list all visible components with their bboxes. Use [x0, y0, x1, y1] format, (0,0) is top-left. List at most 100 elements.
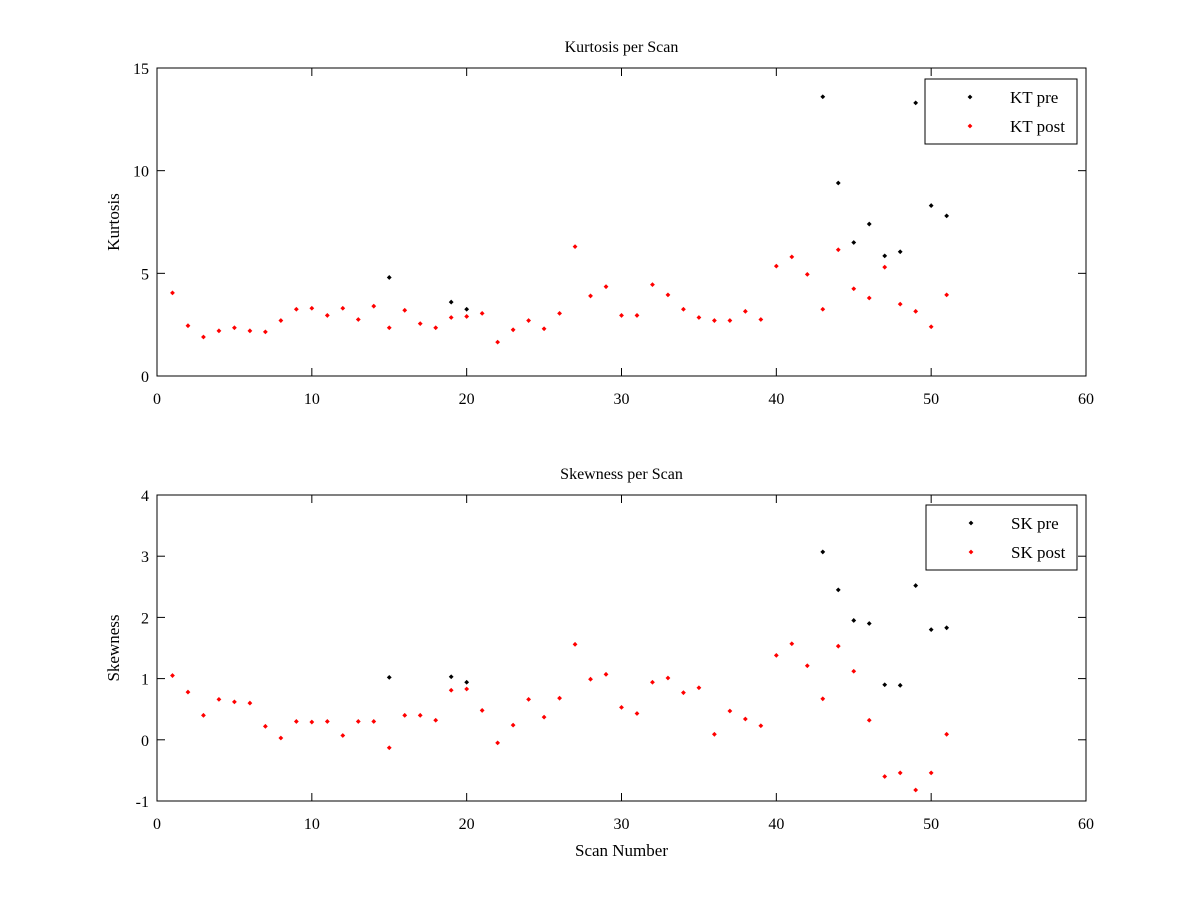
data-point [758, 317, 764, 322]
legend-box [925, 504, 1078, 571]
data-point [851, 286, 857, 292]
data-point [835, 247, 841, 253]
data-point [232, 325, 237, 331]
data-point [262, 329, 268, 335]
data-point [526, 697, 531, 702]
legend-label: SK post [1011, 543, 1066, 562]
data-point [619, 704, 624, 710]
data-point [386, 325, 392, 331]
chart-title: Skewness per Scan [560, 466, 683, 483]
data-point [944, 213, 950, 219]
data-point [170, 290, 175, 296]
data-point [696, 685, 702, 691]
data-point [665, 675, 671, 681]
data-point [588, 293, 593, 299]
data-point [913, 787, 919, 793]
data-point [712, 731, 717, 737]
data-point [510, 722, 516, 728]
data-point [170, 673, 175, 678]
data-point [665, 292, 671, 298]
data-point [804, 271, 810, 277]
data-point [572, 244, 578, 250]
chart-title: Kurtosis per Scan [565, 39, 679, 56]
data-point [495, 339, 501, 345]
data-point [324, 313, 330, 318]
data-point [773, 263, 779, 269]
data-point [340, 733, 346, 738]
data-point [185, 689, 191, 695]
data-point [433, 325, 439, 331]
data-point [820, 696, 826, 702]
x-tick-label: 60 [1078, 391, 1094, 408]
data-point [572, 641, 578, 647]
data-point [386, 674, 392, 680]
data-point [216, 697, 222, 702]
data-point [510, 327, 516, 333]
data-point [897, 682, 903, 688]
data-point [681, 690, 686, 696]
data-point [293, 306, 299, 312]
legend-marker [967, 123, 973, 129]
data-point [913, 583, 919, 588]
data-point [619, 313, 624, 318]
data-point [650, 679, 655, 685]
data-point [851, 240, 857, 245]
data-point [495, 740, 501, 746]
data-point [262, 723, 268, 729]
data-point [913, 308, 919, 314]
y-tick-label: 2 [141, 610, 149, 627]
data-point [944, 731, 950, 737]
legend-marker [967, 94, 973, 100]
data-point [866, 221, 872, 227]
data-point [340, 305, 346, 311]
legend-label: KT pre [1010, 88, 1058, 107]
data-point [851, 618, 857, 623]
y-axis-label: Skewness [104, 614, 123, 681]
data-point [882, 253, 888, 259]
data-point [293, 719, 299, 724]
data-point [185, 323, 191, 329]
data-point [773, 652, 779, 658]
data-point [201, 712, 206, 718]
data-point [309, 719, 315, 725]
data-point [464, 314, 470, 319]
legend-label: SK pre [1011, 514, 1059, 533]
series-kt-pre [386, 94, 950, 312]
x-tick-label: 20 [459, 391, 475, 408]
data-point [433, 717, 439, 723]
data-point [820, 94, 826, 100]
y-tick-label: 10 [133, 164, 149, 181]
data-point [820, 306, 826, 312]
data-point [789, 641, 795, 647]
series-sk-post [170, 641, 950, 793]
data-point [835, 180, 841, 186]
data-point [866, 621, 872, 626]
legend-marker [968, 549, 974, 555]
data-point [557, 695, 562, 701]
legend-box [924, 78, 1078, 145]
data-point [897, 770, 903, 776]
data-point [944, 625, 950, 631]
legend: KT pre KT post [924, 78, 1078, 145]
data-point [479, 708, 485, 713]
legend: SK pre SK post [925, 504, 1078, 571]
data-point [944, 292, 950, 298]
data-point [417, 712, 423, 718]
data-point [588, 676, 593, 682]
data-point [371, 719, 377, 724]
data-point [232, 699, 237, 705]
data-point [789, 254, 795, 260]
data-point [216, 328, 222, 334]
data-point [758, 723, 764, 729]
data-point [417, 321, 423, 327]
data-point [742, 716, 748, 722]
x-tick-label: 60 [1078, 816, 1094, 833]
data-point [603, 284, 609, 290]
x-tick-label: 30 [614, 391, 630, 408]
data-point [727, 708, 733, 714]
x-tick-label: 50 [923, 816, 939, 833]
y-tick-label: 1 [141, 672, 149, 689]
series-kt-post [170, 244, 950, 345]
data-point [386, 745, 392, 751]
